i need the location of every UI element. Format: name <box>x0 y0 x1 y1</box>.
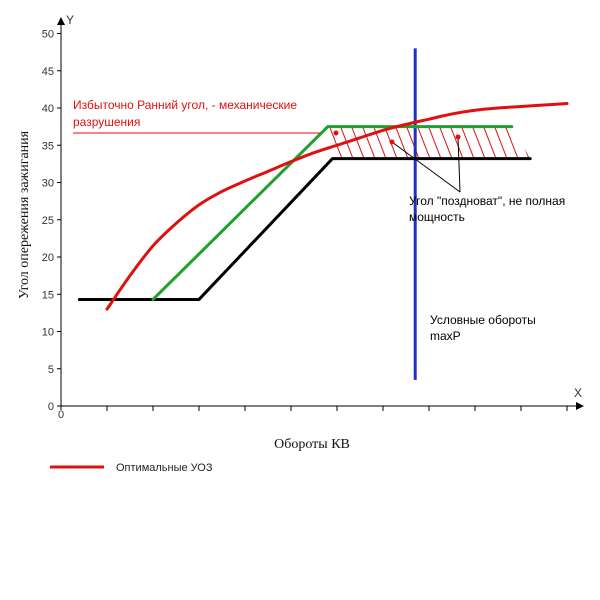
hatch-region <box>327 125 563 161</box>
hatch-stroke <box>482 126 498 159</box>
y-tick-label: 10 <box>42 327 54 339</box>
annotation-early-line2: разрушения <box>73 115 140 129</box>
x-axis-label: Обороты КВ <box>274 437 350 452</box>
axes: 0 5 10 15 20 25 30 35 40 45 50 Y X 0 <box>42 13 584 421</box>
y-tick-label: 50 <box>42 29 54 41</box>
y-tick-label: 20 <box>42 252 54 264</box>
hatch-stroke <box>549 125 563 161</box>
legend: Оптимальные УОЗ <box>50 462 213 474</box>
hatch-stroke <box>515 126 531 159</box>
annotation-late-line1: Угол "поздноват", не полная <box>409 194 565 208</box>
series-optimal-uoz <box>105 102 569 311</box>
hatch-stroke <box>328 126 344 159</box>
hatch-stroke <box>504 126 520 159</box>
hatch-stroke <box>350 126 366 159</box>
y-tick-label: 25 <box>42 215 54 227</box>
hatch-stroke <box>427 126 443 159</box>
legend-label: Оптимальные УОЗ <box>116 462 213 474</box>
hatch-stroke <box>449 126 465 159</box>
x-origin-label: 0 <box>58 409 64 421</box>
hatch-stroke <box>471 126 487 159</box>
annotation-early-line1: Избыточно Ранний угол, - механические <box>73 98 297 112</box>
series-layer <box>77 48 569 380</box>
x-ticks <box>106 406 568 411</box>
hatch-stroke <box>416 126 432 159</box>
annotations: Избыточно Ранний угол, - механические ра… <box>73 98 565 343</box>
hatch-stroke <box>526 126 531 159</box>
hatch-stroke <box>460 126 476 159</box>
annotation-maxp-line2: maxP <box>430 329 461 343</box>
annotation-early-dot <box>333 130 339 136</box>
y-tick-label: 5 <box>48 364 54 376</box>
annotation-late-pointer-1 <box>391 141 461 193</box>
y-tick-label: 45 <box>42 66 54 78</box>
x-axis-arrow <box>576 402 584 410</box>
annotation-late-pointer-2 <box>457 136 461 193</box>
y-tick-label: 30 <box>42 178 54 190</box>
annotation-late-dot-2 <box>455 134 461 140</box>
hatch-stroke <box>394 126 410 159</box>
y-tick-label: 40 <box>42 103 54 115</box>
x-axis-letter: X <box>574 386 582 400</box>
y-axis-arrow <box>57 17 65 25</box>
hatch-stroke <box>372 126 388 159</box>
y-axis-label: Угол опережения зажигания <box>17 130 32 299</box>
series-green-line <box>151 125 514 301</box>
annotation-maxp-line1: Условные обороты <box>430 313 536 327</box>
annotation-late-dot-1 <box>389 139 395 145</box>
annotation-late-line2: мощность <box>409 210 465 224</box>
series-black-line <box>77 157 532 301</box>
y-axis-letter: Y <box>66 13 74 27</box>
y-tick-label: 15 <box>42 289 54 301</box>
hatch-stroke <box>361 126 377 159</box>
hatch-stroke <box>405 126 421 159</box>
hatch-stroke <box>438 126 454 159</box>
hatch-stroke <box>538 125 552 161</box>
y-ticks: 0 5 10 15 20 25 30 35 40 45 50 <box>42 29 61 413</box>
hatch-stroke <box>493 126 509 159</box>
y-tick-label: 35 <box>42 140 54 152</box>
y-tick-label: 0 <box>48 401 54 413</box>
